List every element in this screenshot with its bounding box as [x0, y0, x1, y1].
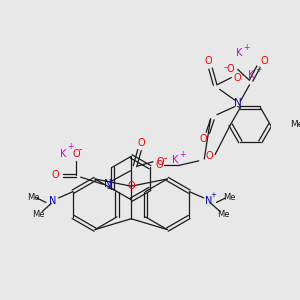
Text: O: O	[234, 73, 242, 82]
Text: O: O	[52, 170, 59, 180]
Text: N: N	[50, 196, 57, 206]
Text: O: O	[260, 56, 268, 66]
Text: -: -	[242, 70, 245, 80]
Text: N: N	[206, 196, 213, 206]
Text: Me: Me	[27, 193, 40, 202]
Text: +: +	[68, 142, 74, 151]
Text: O: O	[155, 160, 163, 170]
Text: -: -	[164, 153, 167, 163]
Text: K: K	[248, 70, 254, 80]
Text: +: +	[211, 192, 217, 198]
Text: Me: Me	[32, 210, 45, 219]
Text: O: O	[205, 56, 213, 66]
Text: N: N	[234, 98, 242, 108]
Text: K: K	[60, 148, 67, 159]
Text: O: O	[227, 64, 234, 74]
Text: -: -	[79, 144, 83, 154]
Text: +: +	[179, 150, 185, 159]
Text: O: O	[137, 138, 145, 148]
Text: O: O	[206, 151, 214, 161]
Text: K: K	[236, 48, 243, 58]
Text: N: N	[104, 179, 112, 189]
Text: Me: Me	[223, 193, 235, 202]
Text: +: +	[255, 65, 262, 74]
Text: O: O	[200, 134, 207, 144]
Text: O: O	[157, 157, 164, 167]
Text: O: O	[72, 148, 80, 159]
Text: O: O	[128, 181, 135, 191]
Text: Me: Me	[290, 120, 300, 129]
Text: +: +	[244, 43, 250, 52]
Text: -: -	[223, 62, 227, 72]
Text: Me: Me	[218, 210, 230, 219]
Text: K: K	[172, 155, 178, 165]
